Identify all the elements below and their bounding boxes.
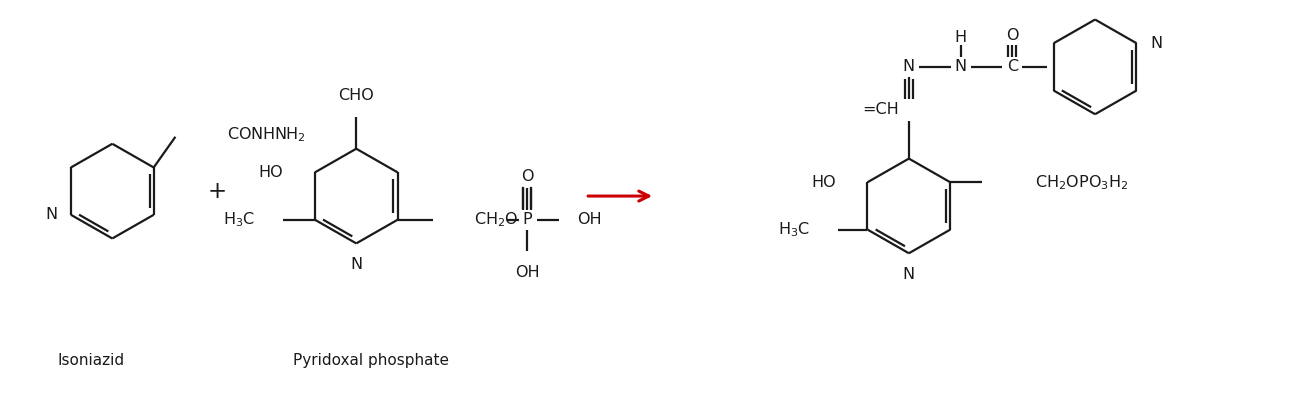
Text: N: N	[902, 267, 915, 282]
Text: CONHNH$_2$: CONHNH$_2$	[227, 126, 306, 144]
Text: N: N	[902, 59, 915, 74]
Text: N: N	[1150, 36, 1162, 51]
Text: N: N	[46, 207, 58, 222]
Text: CH$_2$O: CH$_2$O	[474, 211, 519, 229]
Text: H$_3$C: H$_3$C	[224, 211, 255, 229]
Text: HO: HO	[259, 165, 283, 180]
Text: N: N	[350, 257, 363, 272]
Text: Pyridoxal phosphate: Pyridoxal phosphate	[294, 353, 450, 368]
Text: =CH: =CH	[862, 102, 898, 117]
Text: CH$_2$OPO$_3$H$_2$: CH$_2$OPO$_3$H$_2$	[1035, 173, 1128, 192]
Text: +: +	[207, 180, 226, 203]
Text: H$_3$C: H$_3$C	[777, 220, 810, 239]
Text: CHO: CHO	[338, 88, 374, 103]
Text: H: H	[954, 30, 967, 45]
Text: C: C	[1008, 59, 1018, 74]
Text: O: O	[521, 169, 533, 184]
Text: OH: OH	[515, 265, 540, 280]
Text: OH: OH	[577, 212, 602, 227]
Text: Isoniazid: Isoniazid	[57, 353, 125, 368]
Text: HO: HO	[811, 175, 836, 190]
Text: P: P	[523, 212, 532, 227]
Text: N: N	[954, 59, 967, 74]
Text: O: O	[1006, 28, 1019, 43]
